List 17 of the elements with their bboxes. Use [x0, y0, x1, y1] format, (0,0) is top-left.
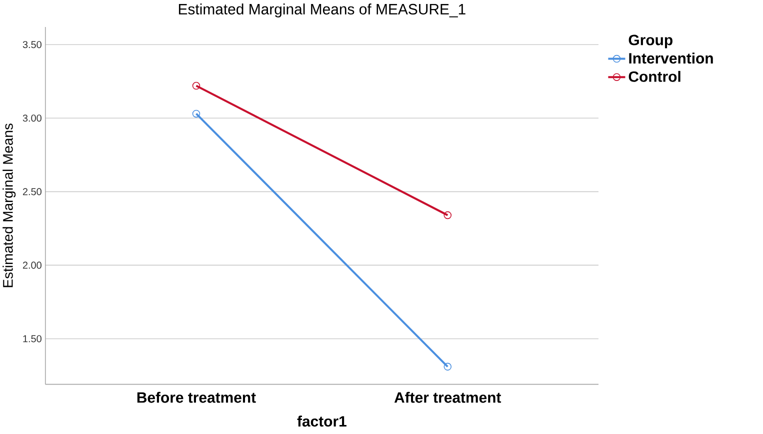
- x-tick-label: After treatment: [394, 392, 502, 403]
- y-tick-label: 2.50: [22, 188, 42, 196]
- y-tick-label: 2.00: [22, 262, 42, 269]
- legend-title: Group: [628, 34, 672, 48]
- y-tick-label: 3.00: [22, 114, 42, 122]
- point: [192, 110, 200, 118]
- point: [444, 211, 452, 220]
- y-tick-label: 3.50: [22, 41, 42, 48]
- x-axis-title: factor1: [297, 416, 346, 427]
- x-tick-label: Before treatment: [137, 392, 256, 403]
- chart-title: Estimated Marginal Means of MEASURE_1: [178, 4, 466, 18]
- legend-label: Control: [628, 70, 680, 82]
- y-tick-label: 1.50: [23, 335, 42, 342]
- point: [192, 82, 200, 90]
- y-axis-title: Estimated Marginal Means: [2, 124, 16, 288]
- point: [444, 362, 452, 371]
- legend-label: Intervention: [629, 52, 713, 64]
